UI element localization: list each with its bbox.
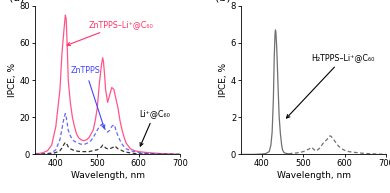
- Y-axis label: IPCE, %: IPCE, %: [8, 63, 17, 97]
- Text: H₂TPPS–Li⁺@C₆₀: H₂TPPS–Li⁺@C₆₀: [287, 53, 375, 118]
- Y-axis label: IPCE, %: IPCE, %: [219, 63, 228, 97]
- Text: (a): (a): [9, 0, 25, 3]
- Text: Li⁺@C₆₀: Li⁺@C₆₀: [139, 109, 170, 146]
- Text: (b): (b): [215, 0, 231, 3]
- X-axis label: Wavelength, nm: Wavelength, nm: [277, 171, 351, 180]
- Text: ZnTPPS–Li⁺@C₆₀: ZnTPPS–Li⁺@C₆₀: [67, 20, 154, 46]
- X-axis label: Wavelength, nm: Wavelength, nm: [71, 171, 145, 180]
- Text: ZnTPPS: ZnTPPS: [71, 66, 105, 128]
